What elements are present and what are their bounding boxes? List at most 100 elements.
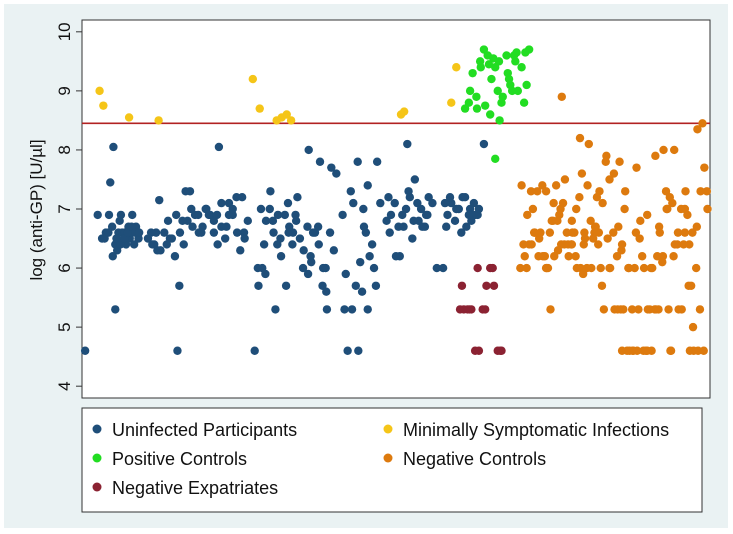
data-point: [599, 305, 609, 314]
data-point: [601, 157, 610, 166]
data-point: [452, 204, 461, 214]
data-point: [700, 163, 709, 172]
data-point: [303, 222, 312, 231]
data-point: [457, 281, 467, 290]
data-point: [651, 151, 660, 161]
data-point: [659, 145, 668, 155]
data-point: [567, 240, 576, 249]
data-point: [617, 346, 627, 355]
data-point: [695, 305, 705, 314]
data-point: [703, 204, 712, 214]
data-point: [668, 198, 677, 208]
data-point: [95, 86, 104, 96]
data-point: [482, 281, 491, 290]
data-point: [598, 198, 607, 208]
data-point: [588, 234, 598, 243]
data-point: [586, 216, 595, 226]
data-point: [549, 198, 558, 208]
legend-label: Positive Controls: [112, 449, 247, 469]
data-point: [591, 222, 600, 231]
data-point: [479, 139, 489, 149]
data-point: [303, 269, 313, 279]
data-point: [204, 210, 214, 220]
data-point: [365, 252, 374, 261]
data-point: [240, 234, 249, 243]
data-point: [259, 240, 269, 249]
data-point: [359, 204, 368, 214]
data-point: [399, 107, 409, 116]
data-point: [308, 228, 318, 237]
data-point: [111, 305, 120, 314]
data-point: [583, 181, 592, 190]
data-point: [217, 198, 226, 208]
data-point: [605, 175, 614, 184]
data-point: [269, 228, 278, 237]
data-point: [522, 263, 531, 273]
data-point: [551, 181, 561, 190]
data-point: [630, 263, 639, 273]
data-point: [595, 187, 604, 196]
data-point: [522, 80, 531, 90]
data-point: [338, 210, 347, 220]
data-point: [520, 252, 529, 261]
data-point: [188, 222, 197, 231]
data-point: [288, 240, 297, 249]
data-point: [564, 252, 573, 261]
data-point: [146, 228, 156, 237]
data-point: [698, 119, 707, 128]
data-point: [632, 163, 641, 172]
data-point: [250, 346, 259, 355]
data-point: [663, 204, 672, 214]
plot-area: [81, 19, 711, 399]
legend-marker: [92, 424, 102, 434]
data-points: [80, 45, 712, 355]
data-point: [369, 263, 379, 273]
data-point: [491, 154, 500, 163]
data-point: [487, 74, 496, 84]
data-point: [562, 228, 572, 237]
data-point: [512, 48, 521, 57]
data-point: [484, 60, 494, 69]
data-point: [464, 98, 474, 107]
data-point: [438, 263, 448, 273]
data-point: [575, 133, 585, 143]
data-point: [474, 204, 484, 214]
data-point: [254, 281, 263, 290]
data-point: [341, 269, 350, 279]
data-point: [547, 216, 556, 226]
data-point: [686, 281, 696, 290]
data-point: [372, 157, 382, 166]
data-point: [343, 346, 352, 355]
data-point: [428, 198, 437, 208]
data-point: [255, 104, 264, 113]
data-point: [516, 263, 525, 273]
data-point: [447, 98, 456, 107]
data-point: [519, 98, 529, 107]
y-tick-label: 5: [55, 322, 74, 331]
data-point: [609, 228, 618, 237]
data-point: [418, 222, 427, 231]
data-point: [408, 234, 417, 243]
data-point: [327, 163, 336, 172]
data-point: [109, 142, 118, 152]
data-point: [220, 234, 230, 243]
data-point: [193, 210, 203, 220]
data-point: [637, 252, 647, 261]
data-point: [503, 68, 512, 78]
data-point: [541, 187, 551, 196]
data-point: [175, 228, 185, 237]
data-point: [163, 216, 173, 226]
data-point: [363, 305, 372, 314]
data-point: [178, 216, 187, 226]
data-point: [99, 101, 108, 110]
data-point: [104, 210, 114, 220]
data-point: [661, 187, 671, 196]
data-point: [575, 192, 584, 202]
data-point: [572, 204, 581, 214]
data-point: [631, 228, 641, 237]
data-point: [538, 252, 548, 261]
data-point: [266, 187, 275, 196]
data-point: [488, 263, 497, 273]
data-point: [502, 51, 511, 60]
